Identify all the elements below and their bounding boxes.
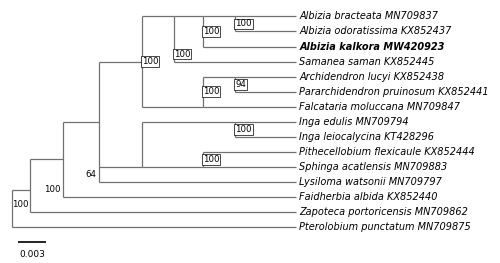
Text: 100: 100 xyxy=(235,125,252,134)
Text: Albizia bracteata MN709837: Albizia bracteata MN709837 xyxy=(299,11,438,22)
Text: 100: 100 xyxy=(12,200,28,209)
Text: 0.003: 0.003 xyxy=(19,250,45,260)
Text: 64: 64 xyxy=(86,170,96,179)
Text: 100: 100 xyxy=(174,49,190,59)
Text: 100: 100 xyxy=(44,185,60,194)
Text: 100: 100 xyxy=(203,87,220,96)
Text: Lysiloma watsonii MN709797: Lysiloma watsonii MN709797 xyxy=(299,177,442,187)
Text: Albizia kalkora MW420923: Albizia kalkora MW420923 xyxy=(299,42,444,52)
Text: Pithecellobium flexicaule KX852444: Pithecellobium flexicaule KX852444 xyxy=(299,147,475,157)
Text: 100: 100 xyxy=(235,19,252,28)
Text: Sphinga acatlensis MN709883: Sphinga acatlensis MN709883 xyxy=(299,162,448,172)
Text: Archidendron lucyi KX852438: Archidendron lucyi KX852438 xyxy=(299,72,444,82)
Text: Falcataria moluccana MN709847: Falcataria moluccana MN709847 xyxy=(299,102,460,112)
Text: Pterolobium punctatum MN709875: Pterolobium punctatum MN709875 xyxy=(299,222,471,232)
Text: 94: 94 xyxy=(235,80,246,89)
Text: Zapoteca portoricensis MN709862: Zapoteca portoricensis MN709862 xyxy=(299,207,468,217)
Text: 100: 100 xyxy=(203,155,220,164)
Text: Faidherbia albida KX852440: Faidherbia albida KX852440 xyxy=(299,192,438,202)
Text: Inga edulis MN709794: Inga edulis MN709794 xyxy=(299,117,409,127)
Text: 100: 100 xyxy=(203,27,220,36)
Text: Albizia odoratissima KX852437: Albizia odoratissima KX852437 xyxy=(299,27,452,37)
Text: Inga leiocalycina KT428296: Inga leiocalycina KT428296 xyxy=(299,132,434,142)
Text: Pararchidendron pruinosum KX852441: Pararchidendron pruinosum KX852441 xyxy=(299,87,489,97)
Text: Samanea saman KX852445: Samanea saman KX852445 xyxy=(299,57,434,67)
Text: 100: 100 xyxy=(142,57,158,66)
